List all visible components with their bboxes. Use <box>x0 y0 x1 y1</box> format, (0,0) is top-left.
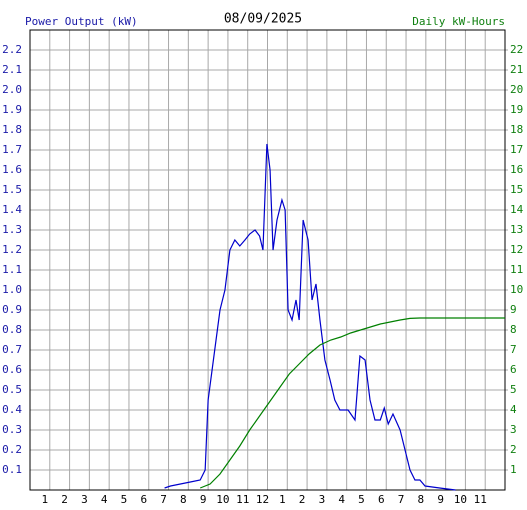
y-tick-label: 1.7 <box>2 143 22 156</box>
y-tick-label: 0.2 <box>2 443 22 456</box>
x-tick-label: 2 <box>299 493 306 506</box>
y2-tick-label: 3 <box>510 423 517 436</box>
y-tick-label: 1.9 <box>2 103 22 116</box>
y2-tick-label: 5 <box>510 383 517 396</box>
series-line <box>164 143 456 491</box>
x-tick-label: 10 <box>216 493 229 506</box>
y-tick-label: 1.5 <box>2 183 22 196</box>
y-tick-label: 0.1 <box>2 463 22 476</box>
y-tick-label: 0.6 <box>2 363 22 376</box>
x-tick-label: 7 <box>398 493 405 506</box>
y2-tick-label: 16 <box>510 163 523 176</box>
x-tick-label: 1 <box>41 493 48 506</box>
y2-tick-label: 8 <box>510 323 517 336</box>
x-tick-label: 12 <box>256 493 269 506</box>
series-line <box>199 317 505 489</box>
x-tick-label: 7 <box>160 493 167 506</box>
x-tick-label: 5 <box>358 493 365 506</box>
y2-tick-label: 17 <box>510 143 523 156</box>
x-tick-label: 8 <box>180 493 187 506</box>
x-tick-label: 8 <box>418 493 425 506</box>
y-tick-label: 1.8 <box>2 123 22 136</box>
x-tick-label: 4 <box>101 493 108 506</box>
y-tick-label: 1.6 <box>2 163 22 176</box>
y-tick-label: 2.1 <box>2 63 22 76</box>
x-tick-label: 6 <box>378 493 385 506</box>
x-tick-label: 9 <box>437 493 444 506</box>
y-tick-label: 0.7 <box>2 343 22 356</box>
x-tick-label: 10 <box>454 493 467 506</box>
x-tick-label: 5 <box>121 493 128 506</box>
y-tick-label: 0.3 <box>2 423 22 436</box>
y-tick-label: 1.2 <box>2 243 22 256</box>
y-tick-label: 0.5 <box>2 383 22 396</box>
y2-tick-label: 18 <box>510 123 523 136</box>
y2-tick-label: 13 <box>510 223 523 236</box>
y2-tick-label: 7 <box>510 343 517 356</box>
y-tick-label: 1.1 <box>2 263 22 276</box>
y2-tick-label: 1 <box>510 463 517 476</box>
y-tick-label: 1.4 <box>2 203 22 216</box>
plot-border <box>29 29 506 491</box>
x-tick-label: 6 <box>140 493 147 506</box>
x-tick-label: 3 <box>81 493 88 506</box>
y2-tick-label: 21 <box>510 63 523 76</box>
y2-tick-label: 9 <box>510 303 517 316</box>
y-axis-label: Power Output (kW) <box>25 15 138 28</box>
y2-tick-label: 19 <box>510 103 523 116</box>
y-tick-label: 0.4 <box>2 403 22 416</box>
chart-title: 08/09/2025 <box>224 12 302 27</box>
y2-tick-label: 22 <box>510 43 523 56</box>
y2-tick-label: 11 <box>510 263 523 276</box>
y-tick-label: 1.3 <box>2 223 22 236</box>
y2-tick-label: 10 <box>510 283 523 296</box>
y-tick-label: 2.0 <box>2 83 22 96</box>
y2-tick-label: 20 <box>510 83 523 96</box>
x-tick-label: 11 <box>474 493 487 506</box>
y2-tick-label: 14 <box>510 203 524 216</box>
y-tick-label: 1.0 <box>2 283 22 296</box>
y2-tick-label: 2 <box>510 443 517 456</box>
y2-tick-label: 12 <box>510 243 523 256</box>
y-tick-label: 2.2 <box>2 43 22 56</box>
y2-tick-label: 15 <box>510 183 523 196</box>
y2-tick-label: 6 <box>510 363 517 376</box>
x-tick-label: 4 <box>338 493 345 506</box>
x-tick-label: 2 <box>61 493 68 506</box>
y2-axis-label: Daily kW-Hours <box>412 15 505 28</box>
y-tick-label: 0.9 <box>2 303 22 316</box>
x-tick-label: 1 <box>279 493 286 506</box>
x-tick-label: 11 <box>236 493 249 506</box>
y-tick-label: 0.8 <box>2 323 22 336</box>
y2-tick-label: 4 <box>510 403 517 416</box>
x-tick-label: 9 <box>200 493 207 506</box>
x-tick-label: 3 <box>319 493 326 506</box>
